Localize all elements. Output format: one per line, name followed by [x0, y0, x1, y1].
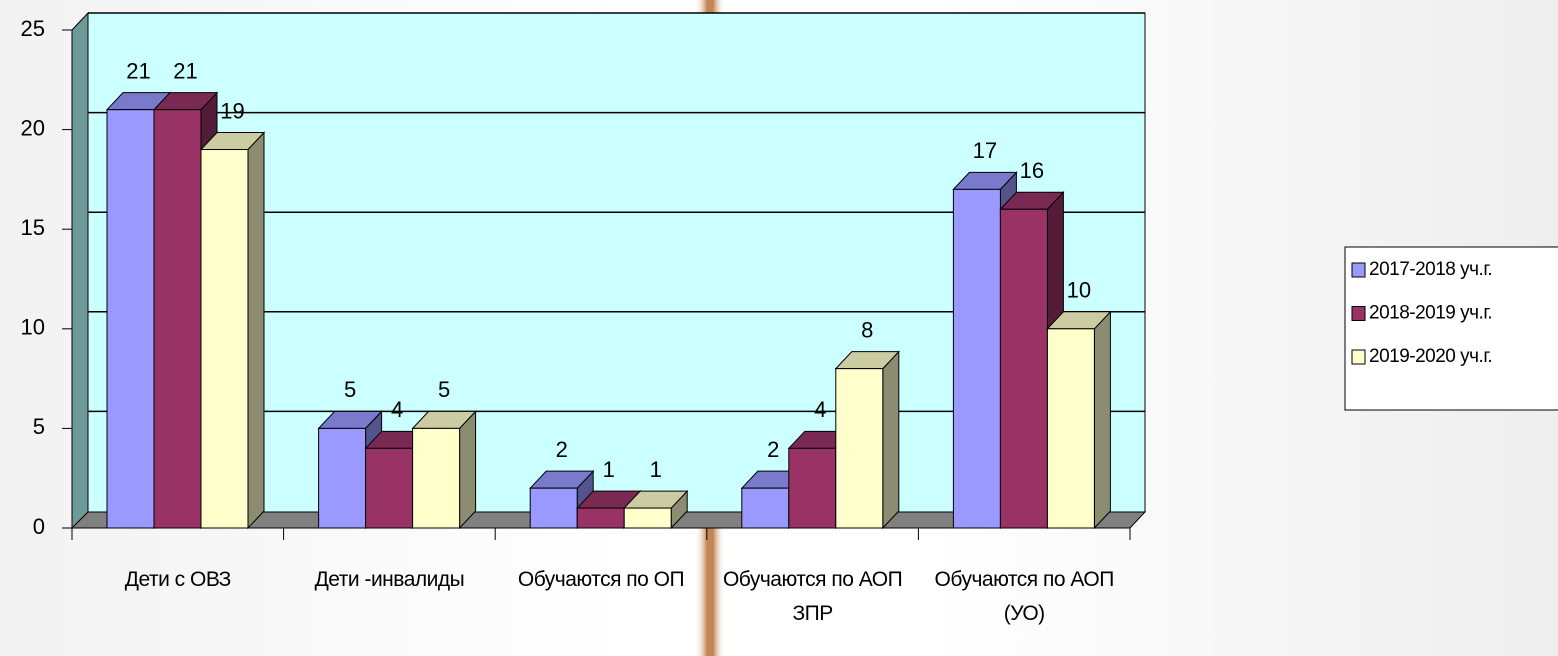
data-label: 21 [173, 58, 197, 83]
legend [1344, 246, 1558, 411]
data-label: 2 [556, 437, 568, 462]
x-tick-label: Обучаются по АОП ЗПР [722, 568, 903, 625]
bar-side [882, 350, 900, 530]
bar [200, 149, 249, 529]
bar [1046, 328, 1095, 529]
data-label: 2 [767, 437, 779, 462]
data-label: 4 [391, 397, 403, 422]
bar [623, 507, 672, 529]
bar [318, 427, 367, 529]
bar [153, 109, 202, 529]
y-tick-label: 10 [21, 315, 45, 340]
bar-side [459, 410, 477, 530]
data-label: 21 [126, 58, 150, 83]
y-tick-label: 15 [21, 215, 45, 240]
x-tick-label: Обучаются по ОП [517, 568, 685, 591]
legend-swatch [1351, 349, 1366, 365]
data-label: 10 [1067, 278, 1091, 303]
data-label: 5 [438, 377, 450, 402]
side-wall [71, 11, 89, 530]
bar [999, 208, 1048, 529]
data-label: 17 [973, 138, 997, 163]
bar [412, 427, 461, 529]
bar [365, 447, 414, 529]
bar [529, 487, 578, 529]
data-label: 16 [1020, 158, 1044, 183]
bar-side [1093, 310, 1111, 530]
legend-swatch [1351, 262, 1366, 278]
x-tick-label: Обучаются по АОП (УО) [934, 568, 1115, 625]
data-label: 1 [603, 457, 615, 482]
data-label: 8 [861, 317, 873, 342]
y-tick-label: 0 [33, 514, 45, 539]
x-tick-label: Дети с ОВЗ [124, 568, 232, 591]
legend-label: 2018-2019 уч.г. [1369, 303, 1492, 324]
bar [106, 109, 155, 529]
bar-side [247, 131, 265, 530]
x-tick-label: Дети -инвалиды [314, 568, 465, 591]
data-label: 4 [814, 397, 826, 422]
bar [788, 447, 837, 529]
legend-label: 2017-2018 уч.г. [1369, 259, 1492, 280]
y-tick-label: 25 [21, 16, 45, 41]
legend-label: 2019-2020 уч.г. [1369, 346, 1492, 367]
y-tick-label: 5 [33, 414, 45, 439]
legend-swatch [1351, 306, 1366, 321]
data-label: 5 [344, 377, 356, 402]
bar [952, 188, 1001, 529]
bar [741, 487, 790, 529]
y-tick-label: 20 [21, 115, 45, 140]
bar [576, 507, 625, 529]
bar [835, 368, 884, 529]
data-label: 1 [650, 457, 662, 482]
data-label: 19 [220, 98, 244, 123]
